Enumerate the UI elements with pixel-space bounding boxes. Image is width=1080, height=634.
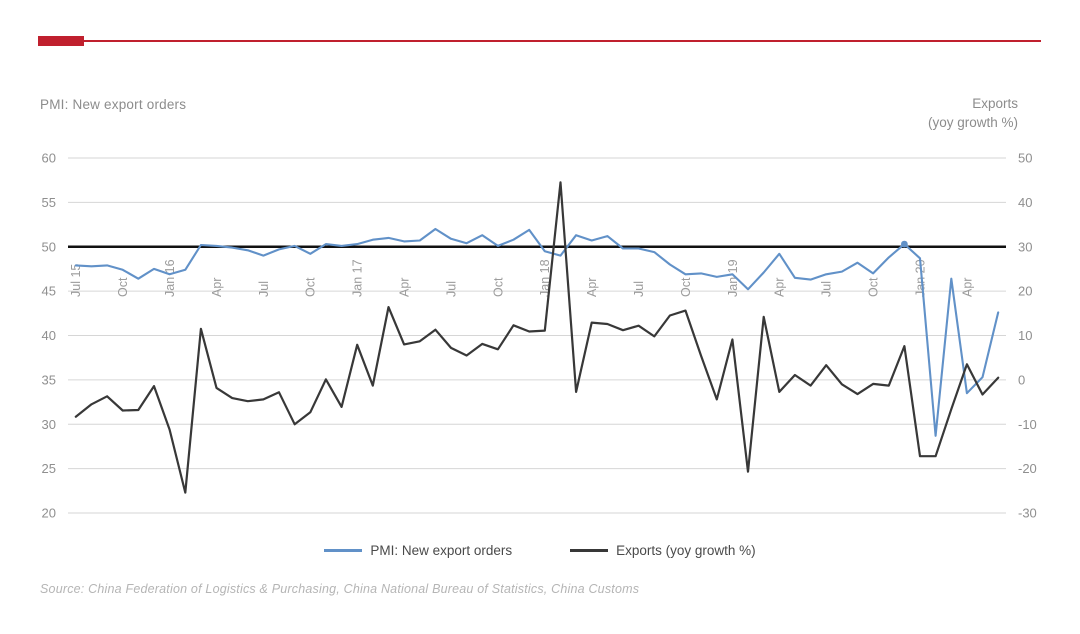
- legend-item-exports[interactable]: Exports (yoy growth %): [570, 543, 756, 558]
- y-tick-left: 40: [42, 328, 56, 343]
- series-exports-line: [74, 181, 1000, 494]
- y-tick-left: 55: [42, 195, 56, 210]
- x-tick-label: Jan 20: [913, 259, 927, 297]
- y-tick-right: 0: [1018, 372, 1025, 387]
- legend-label-pmi: PMI: New export orders: [370, 543, 513, 558]
- x-tick-label: Jan 19: [726, 259, 740, 297]
- x-tick-label: Jan 16: [163, 259, 177, 297]
- y-tick-right: -10: [1018, 417, 1037, 432]
- y-tick-right: 50: [1018, 151, 1032, 166]
- legend-label-exports: Exports (yoy growth %): [616, 543, 756, 558]
- pmi-marker-dot: [900, 240, 908, 248]
- y-tick-right: 20: [1018, 284, 1032, 299]
- right-axis-title-line2: (yoy growth %): [927, 114, 1018, 130]
- series-pmi-line: [74, 227, 1000, 437]
- chart-legend: PMI: New export orders Exports (yoy grow…: [0, 543, 1080, 558]
- x-tick-label: Jan 17: [351, 259, 365, 297]
- right-axis-title-line1: Exports: [972, 96, 1018, 111]
- right-axis-title: Exports (yoy growth %): [928, 95, 1018, 133]
- x-tick-label: Apr: [773, 278, 787, 297]
- brand-accent-bar: [38, 36, 84, 46]
- y-tick-right: 10: [1018, 328, 1032, 343]
- pmi-line-swatch: [324, 549, 363, 552]
- left-axis-title: PMI: New export orders: [40, 97, 187, 112]
- exports-line-swatch: [570, 549, 609, 552]
- y-axis-right-labels: 50 40 30 20 10 0 -10 -20 -30: [1018, 151, 1037, 521]
- y-axis-left-labels: 60 55 50 45 40 35 30 25 20: [42, 151, 56, 521]
- x-tick-label: Oct: [116, 277, 130, 297]
- x-tick-label: Apr: [397, 278, 411, 297]
- x-tick-label: Jul 15: [69, 264, 83, 297]
- y-tick-right: 30: [1018, 239, 1032, 254]
- x-tick-label: Oct: [679, 277, 693, 297]
- x-axis-labels: Jul 15 Oct Jan 16 Apr Jul Oct Jan 17 Apr Jul Oct J…: [69, 259, 974, 297]
- x-tick-label: Oct: [491, 277, 505, 297]
- x-tick-label: Oct: [866, 277, 880, 297]
- legend-item-pmi[interactable]: PMI: New export orders: [324, 543, 512, 558]
- x-tick-label: Apr: [960, 278, 974, 297]
- y-tick-left: 30: [42, 417, 56, 432]
- y-tick-right: 40: [1018, 195, 1032, 210]
- y-tick-left: 45: [42, 284, 56, 299]
- y-tick-left: 35: [42, 372, 56, 387]
- gridlines: [68, 157, 1006, 514]
- x-tick-label: Jul: [444, 281, 458, 297]
- y-tick-left: 60: [42, 151, 56, 166]
- x-tick-label: Apr: [585, 278, 599, 297]
- x-tick-label: Jul: [632, 281, 646, 297]
- y-tick-right: -20: [1018, 461, 1037, 476]
- y-tick-left: 20: [42, 506, 56, 521]
- x-tick-label: Apr: [210, 278, 224, 297]
- y-tick-left: 25: [42, 461, 56, 476]
- y-tick-right: -30: [1018, 506, 1037, 521]
- y-tick-left: 50: [42, 239, 56, 254]
- x-tick-label: Jul: [257, 281, 271, 297]
- source-note: Source: China Federation of Logistics & …: [40, 582, 640, 596]
- x-tick-label: Jul: [820, 281, 834, 297]
- header-rule: [84, 40, 1041, 42]
- x-tick-label: Oct: [304, 277, 318, 297]
